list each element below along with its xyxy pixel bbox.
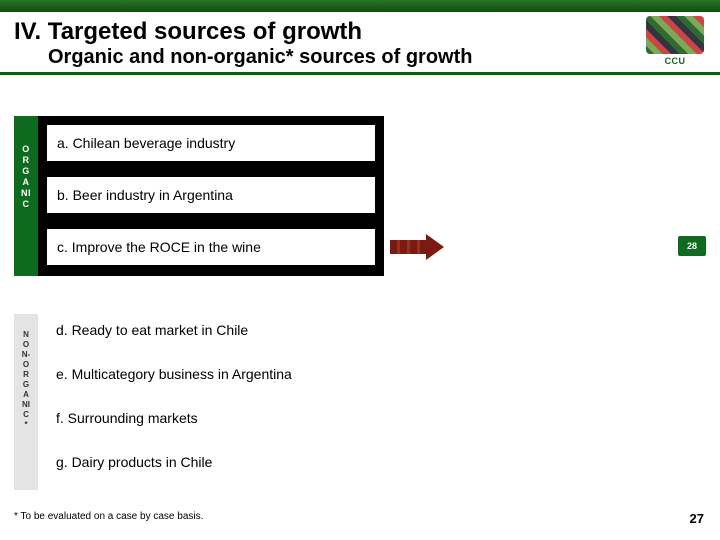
organic-row-text: b. Beer industry in Argentina (57, 187, 233, 203)
nonorg-tab-line: O (23, 360, 29, 369)
organic-tab-line: A (23, 177, 30, 187)
arrow-shaft (390, 240, 426, 254)
organic-row-text: a. Chilean beverage industry (57, 135, 235, 151)
organic-tab-line: G (22, 166, 30, 176)
logo-text: CCU (646, 56, 704, 66)
non-organic-row-f: f. Surrounding markets (46, 402, 376, 434)
nonorg-row-text: g. Dairy products in Chile (56, 454, 212, 470)
organic-tab: O R G A NI C (14, 116, 38, 276)
slide-ref-badge: 28 (678, 236, 706, 256)
nonorg-tab-line: * (24, 420, 27, 429)
logo: CCU (646, 16, 704, 74)
non-organic-row-g: g. Dairy products in Chile (46, 446, 376, 478)
nonorg-tab-line: R (23, 370, 29, 379)
nonorg-tab-line: G (23, 380, 29, 389)
logo-mosaic (646, 16, 704, 54)
organic-row-text: c. Improve the ROCE in the wine (57, 239, 261, 255)
header-underline (0, 72, 720, 75)
organic-row-b: b. Beer industry in Argentina (46, 176, 376, 214)
organic-row-a: a. Chilean beverage industry (46, 124, 376, 162)
organic-tab-line: C (23, 199, 30, 209)
nonorg-row-text: e. Multicategory business in Argentina (56, 366, 292, 382)
nonorg-tab-line: O (23, 340, 29, 349)
nonorg-tab-line: N (23, 330, 29, 339)
organic-tab-line: O (22, 144, 30, 154)
non-organic-tab: N O N- O R G A NI C * (14, 314, 38, 490)
header-top-bar (0, 0, 720, 12)
organic-tab-line: R (23, 155, 30, 165)
page-number: 27 (690, 511, 704, 526)
badge-value: 28 (687, 241, 697, 251)
footnote: * To be evaluated on a case by case basi… (14, 511, 203, 522)
non-organic-row-e: e. Multicategory business in Argentina (46, 358, 376, 390)
slide-root: CCU IV. Targeted sources of growth Organ… (0, 0, 720, 540)
organic-row-c: c. Improve the ROCE in the wine (46, 228, 376, 266)
nonorg-tab-line: N- (22, 350, 30, 359)
nonorg-tab-line: C (23, 410, 29, 419)
page-subtitle: Organic and non-organic* sources of grow… (48, 46, 472, 69)
non-organic-row-d: d. Ready to eat market in Chile (46, 314, 376, 346)
nonorg-tab-line: NI (22, 400, 30, 409)
nonorg-row-text: d. Ready to eat market in Chile (56, 322, 248, 338)
arrow-head-icon (426, 234, 444, 260)
nonorg-row-text: f. Surrounding markets (56, 410, 198, 426)
organic-tab-line: NI (21, 188, 31, 198)
page-title: IV. Targeted sources of growth (14, 18, 362, 46)
nonorg-tab-line: A (23, 390, 29, 399)
